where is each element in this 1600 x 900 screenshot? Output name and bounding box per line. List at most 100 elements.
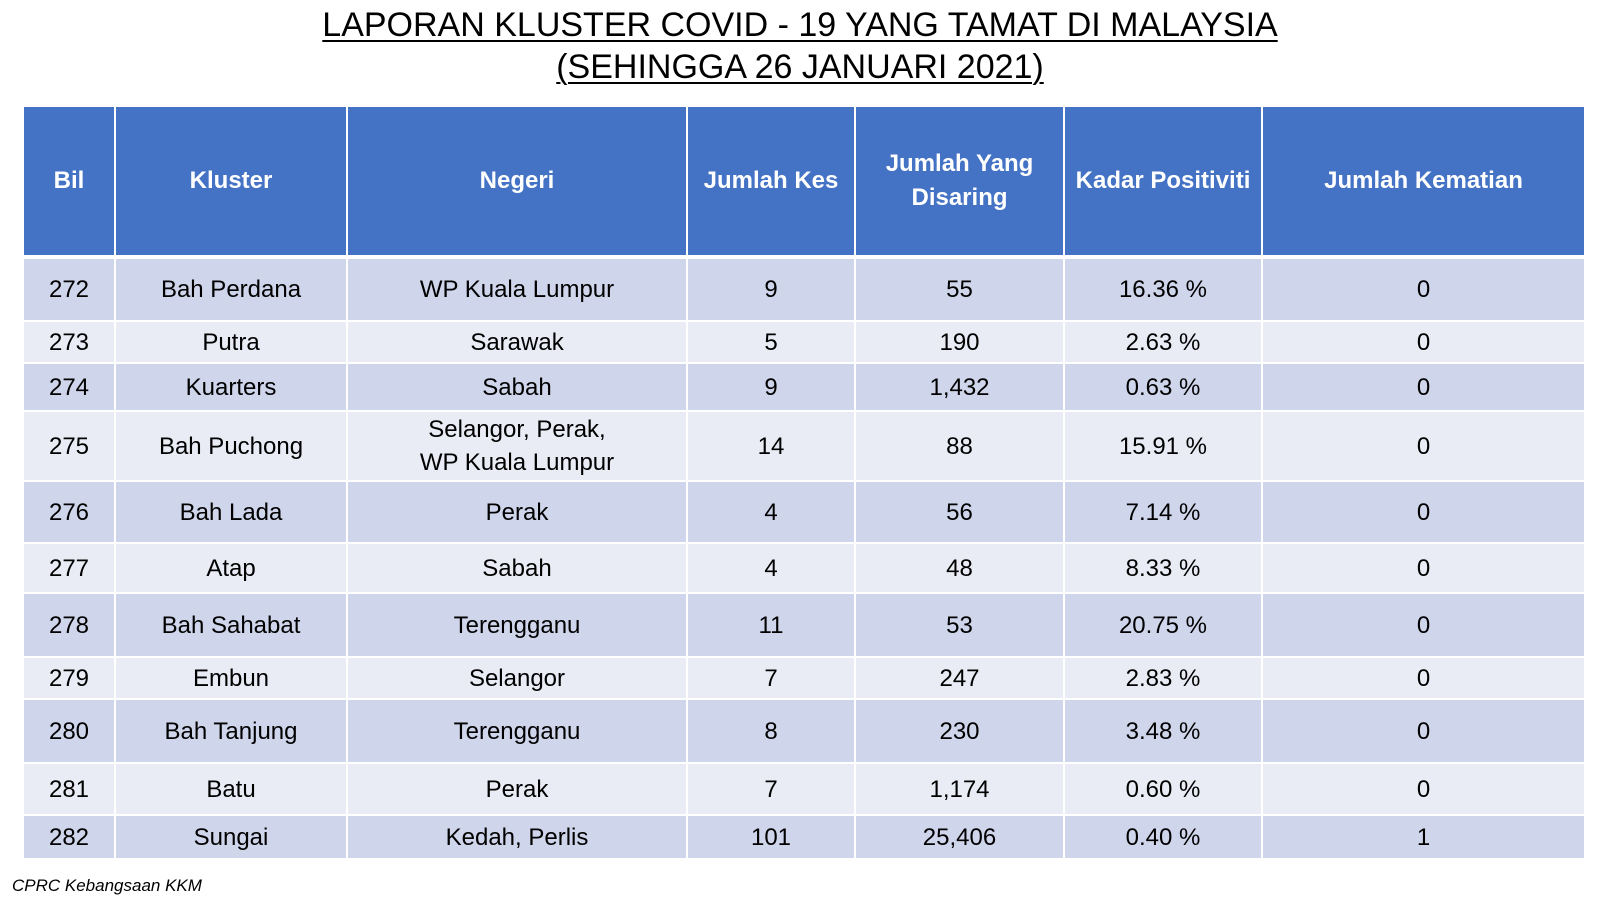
report-title: LAPORAN KLUSTER COVID - 19 YANG TAMAT DI…	[0, 4, 1600, 88]
cell-jumlah-kematian: 0	[1261, 542, 1586, 594]
table-row: 274 Kuarters Sabah 9 1,432 0.63 % 0	[22, 362, 1586, 412]
cell-jumlah-kes: 5	[686, 320, 856, 364]
cell-kluster: Putra	[114, 320, 348, 364]
cell-jumlah-disaring: 48	[854, 542, 1065, 594]
cell-bil: 280	[22, 698, 116, 764]
cell-bil: 275	[22, 410, 116, 482]
cell-bil: 272	[22, 255, 116, 322]
cell-jumlah-kes: 4	[686, 542, 856, 594]
cell-negeri: Selangor, Perak, WP Kuala Lumpur	[346, 410, 688, 482]
cell-negeri: Terengganu	[346, 698, 688, 764]
cell-jumlah-disaring: 56	[854, 480, 1065, 544]
cell-kluster: Bah Tanjung	[114, 698, 348, 764]
cell-jumlah-kematian: 0	[1261, 592, 1586, 658]
cell-kluster: Batu	[114, 762, 348, 816]
cell-bil: 282	[22, 814, 116, 860]
cell-jumlah-kes: 9	[686, 255, 856, 322]
report-title-line-1: LAPORAN KLUSTER COVID - 19 YANG TAMAT DI…	[322, 6, 1278, 44]
cell-kadar-positiviti: 0.40 %	[1063, 814, 1263, 860]
cell-kadar-positiviti: 0.63 %	[1063, 362, 1263, 412]
header-kadar-positiviti: Kadar Positiviti	[1063, 105, 1263, 258]
header-bil: Bil	[22, 105, 116, 258]
cell-kadar-positiviti: 20.75 %	[1063, 592, 1263, 658]
cell-jumlah-kes: 101	[686, 814, 856, 860]
cell-bil: 279	[22, 656, 116, 700]
cell-kadar-positiviti: 8.33 %	[1063, 542, 1263, 594]
cell-kadar-positiviti: 2.63 %	[1063, 320, 1263, 364]
cell-kadar-positiviti: 15.91 %	[1063, 410, 1263, 482]
cell-negeri: Sarawak	[346, 320, 688, 364]
cell-bil: 274	[22, 362, 116, 412]
table-row: 276 Bah Lada Perak 4 56 7.14 % 0	[22, 480, 1586, 544]
header-jumlah-disaring-line-1: Jumlah Yang	[885, 150, 1034, 177]
cell-kluster: Sungai	[114, 814, 348, 860]
cell-kadar-positiviti: 2.83 %	[1063, 656, 1263, 700]
cell-negeri: Perak	[346, 762, 688, 816]
cell-jumlah-disaring: 25,406	[854, 814, 1065, 860]
cell-kluster: Bah Puchong	[114, 410, 348, 482]
cell-jumlah-kematian: 1	[1261, 814, 1586, 860]
header-jumlah-disaring-line-2: Disaring	[911, 184, 1008, 211]
cell-jumlah-kematian: 0	[1261, 320, 1586, 364]
cell-negeri-line-1: Selangor, Perak,	[428, 416, 606, 443]
cell-kluster: Embun	[114, 656, 348, 700]
cell-kluster: Atap	[114, 542, 348, 594]
table-row: 282 Sungai Kedah, Perlis 101 25,406 0.40…	[22, 814, 1586, 860]
cell-negeri: Sabah	[346, 542, 688, 594]
cell-jumlah-kes: 11	[686, 592, 856, 658]
header-jumlah-disaring: Jumlah Yang Disaring	[854, 105, 1065, 258]
cell-jumlah-kematian: 0	[1261, 410, 1586, 482]
cell-negeri: Selangor	[346, 656, 688, 700]
cell-jumlah-kematian: 0	[1261, 656, 1586, 700]
cell-negeri: WP Kuala Lumpur	[346, 255, 688, 322]
table-header-row: Bil Kluster Negeri Jumlah Kes Jumlah Yan…	[22, 105, 1586, 258]
cell-jumlah-disaring: 55	[854, 255, 1065, 322]
cell-jumlah-kematian: 0	[1261, 762, 1586, 816]
cell-bil: 276	[22, 480, 116, 544]
cell-kadar-positiviti: 0.60 %	[1063, 762, 1263, 816]
table-row: 275 Bah Puchong Selangor, Perak, WP Kual…	[22, 410, 1586, 482]
header-negeri: Negeri	[346, 105, 688, 258]
table-row: 273 Putra Sarawak 5 190 2.63 % 0	[22, 320, 1586, 364]
cell-jumlah-kematian: 0	[1261, 480, 1586, 544]
table-row: 278 Bah Sahabat Terengganu 11 53 20.75 %…	[22, 592, 1586, 658]
table-row: 281 Batu Perak 7 1,174 0.60 % 0	[22, 762, 1586, 816]
table-row: 272 Bah Perdana WP Kuala Lumpur 9 55 16.…	[22, 255, 1586, 322]
cell-jumlah-kes: 7	[686, 762, 856, 816]
cell-jumlah-kematian: 0	[1261, 362, 1586, 412]
table-row: 277 Atap Sabah 4 48 8.33 % 0	[22, 542, 1586, 594]
cell-bil: 273	[22, 320, 116, 364]
cell-bil: 278	[22, 592, 116, 658]
source-note: CPRC Kebangsaan KKM	[12, 876, 202, 895]
cell-bil: 281	[22, 762, 116, 816]
header-kluster: Kluster	[114, 105, 348, 258]
cell-jumlah-disaring: 53	[854, 592, 1065, 658]
cell-jumlah-kematian: 0	[1261, 698, 1586, 764]
cell-kluster: Bah Sahabat	[114, 592, 348, 658]
cell-jumlah-disaring: 88	[854, 410, 1065, 482]
cell-kadar-positiviti: 3.48 %	[1063, 698, 1263, 764]
cell-kluster: Kuarters	[114, 362, 348, 412]
cell-negeri-line-2: WP Kuala Lumpur	[419, 449, 615, 476]
cell-kadar-positiviti: 16.36 %	[1063, 255, 1263, 322]
cell-jumlah-disaring: 1,432	[854, 362, 1065, 412]
cell-kluster: Bah Lada	[114, 480, 348, 544]
cluster-table: Bil Kluster Negeri Jumlah Kes Jumlah Yan…	[22, 105, 1586, 860]
header-jumlah-kes: Jumlah Kes	[686, 105, 856, 258]
cell-jumlah-disaring: 1,174	[854, 762, 1065, 816]
report-title-line-2: (SEHINGGA 26 JANUARI 2021)	[556, 48, 1044, 86]
cell-kadar-positiviti: 7.14 %	[1063, 480, 1263, 544]
cell-negeri: Perak	[346, 480, 688, 544]
cell-jumlah-kes: 7	[686, 656, 856, 700]
cell-jumlah-kes: 14	[686, 410, 856, 482]
cell-negeri: Kedah, Perlis	[346, 814, 688, 860]
cell-kluster: Bah Perdana	[114, 255, 348, 322]
table-row: 280 Bah Tanjung Terengganu 8 230 3.48 % …	[22, 698, 1586, 764]
cell-jumlah-disaring: 190	[854, 320, 1065, 364]
cell-jumlah-kematian: 0	[1261, 255, 1586, 322]
cell-jumlah-kes: 8	[686, 698, 856, 764]
cell-jumlah-disaring: 230	[854, 698, 1065, 764]
cell-negeri: Terengganu	[346, 592, 688, 658]
cell-jumlah-disaring: 247	[854, 656, 1065, 700]
cell-negeri: Sabah	[346, 362, 688, 412]
